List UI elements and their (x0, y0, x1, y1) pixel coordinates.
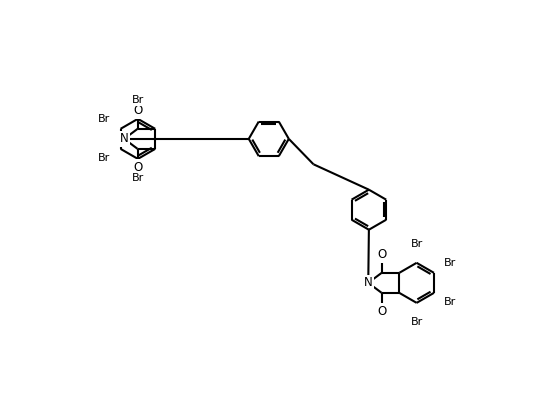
Text: N: N (364, 276, 373, 289)
Text: O: O (133, 104, 142, 117)
Text: Br: Br (410, 239, 423, 249)
Text: Br: Br (444, 297, 456, 307)
Text: Br: Br (410, 317, 423, 327)
Text: Br: Br (98, 153, 110, 163)
Text: Br: Br (444, 258, 456, 268)
Text: Br: Br (98, 114, 110, 124)
Text: N: N (120, 132, 129, 145)
Text: Br: Br (132, 173, 144, 183)
Text: O: O (377, 248, 386, 261)
Text: O: O (377, 305, 386, 318)
Text: O: O (133, 161, 142, 174)
Text: Br: Br (132, 95, 144, 105)
